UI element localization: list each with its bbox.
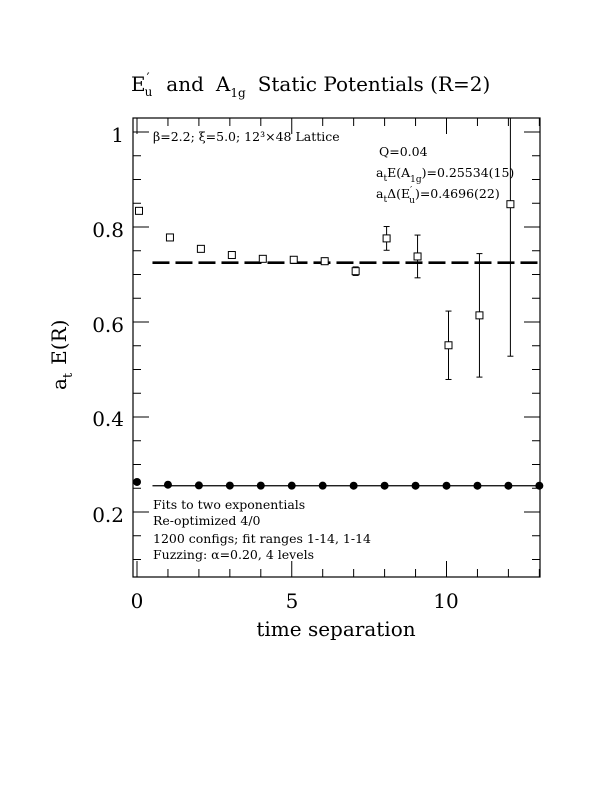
data-point-circle <box>535 481 544 490</box>
data-point-circle <box>380 481 389 490</box>
data-point-circle <box>133 477 141 486</box>
data-point-circle <box>318 481 327 490</box>
lattice-parameters-note: β=2.2; ξ=5.0; 12³×48 Lattice <box>153 129 340 144</box>
data-point-circle <box>163 480 172 489</box>
data-point-circle <box>442 481 451 490</box>
data-point-circle <box>504 481 513 490</box>
data-point-square <box>320 257 329 266</box>
fit-note-line: 1200 configs; fit ranges 1-14, 1-14 <box>153 531 371 546</box>
data-point-square <box>351 267 360 276</box>
fit-ground-energy: atE(A1g)=0.25534(15) <box>376 165 514 185</box>
data-point-circle <box>256 481 265 490</box>
data-point-square <box>506 200 515 209</box>
data-point-square <box>413 252 422 261</box>
axis-ticks <box>133 118 540 577</box>
y-tick-label: 0.6 <box>92 313 124 337</box>
x-axis-label: time separation <box>256 617 415 641</box>
fit-notes: Fits to two exponentials Re-optimized 4/… <box>153 497 371 562</box>
x-tick-label: 0 <box>131 589 144 613</box>
data-point-circle <box>411 481 420 490</box>
data-point-square <box>382 234 391 243</box>
x-tick-label: 5 <box>286 589 299 613</box>
fit-note-line: Fuzzing: α=0.20, 4 levels <box>153 547 314 562</box>
data-point-square <box>196 244 205 253</box>
data-point-square <box>289 255 298 264</box>
data-point-circle <box>287 481 296 490</box>
data-point-circle <box>225 481 234 490</box>
fit-quality: Q=0.04 <box>379 144 428 159</box>
fit-note-line: Re-optimized 4/0 <box>153 513 261 528</box>
y-tick-label: 0.8 <box>92 218 124 242</box>
data-point-square <box>475 311 484 320</box>
chart-title: E′ u and A1g Static Potentials (R=2) <box>131 71 490 100</box>
data-point-circle <box>473 481 482 490</box>
data-point-square <box>165 233 174 242</box>
data-point-square <box>227 251 236 260</box>
x-tick-labels: 0 5 10 <box>131 589 459 613</box>
y-tick-label: 1 <box>111 123 124 147</box>
y-axis-label: atE(R) <box>47 320 76 390</box>
data-point-circle <box>349 481 358 490</box>
plot-frame <box>132 117 541 578</box>
data-point-square <box>135 206 143 215</box>
data-points <box>133 118 544 490</box>
fit-lines <box>152 261 540 487</box>
fit-results: Q=0.04 atE(A1g)=0.25534(15) atΔ(E′ u)=0.4… <box>376 144 514 206</box>
y-tick-labels: 1 0.8 0.6 0.4 0.2 <box>92 123 124 527</box>
fit-energy-gap: atΔ(E′ u)=0.4696(22) <box>376 186 500 206</box>
x-tick-label: 10 <box>433 589 458 613</box>
data-point-square <box>444 341 453 350</box>
y-tick-label: 0.4 <box>92 407 124 431</box>
y-tick-label: 0.2 <box>92 503 124 527</box>
data-point-square <box>258 254 267 263</box>
data-point-circle <box>194 481 203 490</box>
fit-note-line: Fits to two exponentials <box>153 497 305 512</box>
